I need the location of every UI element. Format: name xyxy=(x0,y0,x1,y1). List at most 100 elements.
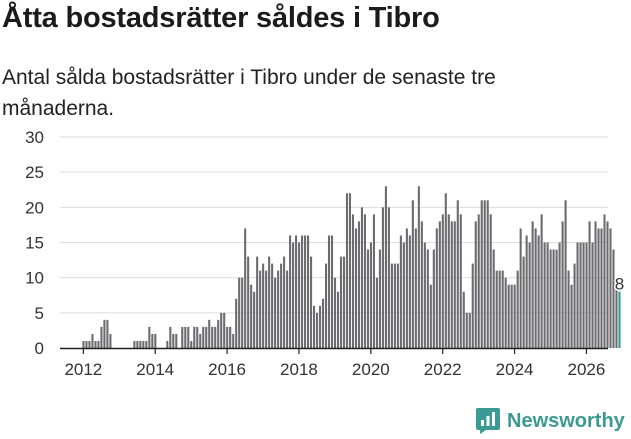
bar xyxy=(274,277,277,348)
bar xyxy=(307,235,310,348)
bar xyxy=(139,340,142,348)
bar xyxy=(187,326,190,348)
x-tick-label: 2022 xyxy=(424,360,462,379)
y-axis: 0 5 10 15 20 25 30 xyxy=(25,128,44,358)
bar xyxy=(247,256,250,348)
bar xyxy=(268,256,271,348)
bar xyxy=(615,277,618,348)
x-tick-label: 2024 xyxy=(496,360,534,379)
bar xyxy=(489,214,492,348)
newsworthy-logo-icon xyxy=(476,408,500,434)
bar xyxy=(519,228,522,348)
bar xyxy=(330,235,334,348)
bar xyxy=(516,270,519,348)
chart-title: Åtta bostadsrätter såldes i Tibro xyxy=(2,2,440,34)
bar xyxy=(420,221,423,348)
annotations: 8 xyxy=(613,273,625,295)
bar xyxy=(91,333,94,348)
bar xyxy=(360,207,363,348)
bar xyxy=(396,263,399,348)
bar xyxy=(609,228,612,348)
bar xyxy=(151,333,154,348)
bar xyxy=(103,319,106,348)
bar xyxy=(354,228,358,348)
bar xyxy=(402,242,405,348)
bar xyxy=(558,242,561,348)
bar xyxy=(133,340,136,348)
bar xyxy=(531,221,534,348)
bar xyxy=(477,214,480,348)
bar xyxy=(100,326,103,348)
bar xyxy=(166,340,169,348)
bar xyxy=(480,200,483,348)
bar xyxy=(537,235,540,348)
bar xyxy=(411,200,414,348)
bar xyxy=(271,263,274,348)
bar xyxy=(202,326,205,348)
y-tick-label: 25 xyxy=(25,163,44,182)
bar xyxy=(190,340,193,348)
bar xyxy=(292,242,295,348)
bar xyxy=(283,256,286,348)
bar xyxy=(483,200,486,348)
bar-latest xyxy=(618,291,621,348)
bar xyxy=(175,333,178,348)
bar xyxy=(136,340,139,348)
bar xyxy=(253,291,256,348)
bar xyxy=(468,312,471,348)
bar xyxy=(289,235,292,348)
bar xyxy=(220,312,223,348)
bar xyxy=(534,228,537,348)
bar xyxy=(315,312,319,348)
bar xyxy=(513,284,516,348)
bar xyxy=(438,221,441,348)
bar xyxy=(417,186,420,348)
bar xyxy=(181,326,184,348)
bar xyxy=(342,256,346,348)
bar xyxy=(250,284,253,348)
bar xyxy=(304,235,307,348)
bar xyxy=(226,326,229,348)
x-tick-label: 2016 xyxy=(208,360,246,379)
y-tick-label: 0 xyxy=(35,339,44,358)
bar xyxy=(369,242,372,348)
bar xyxy=(208,319,211,348)
bar xyxy=(333,277,337,348)
bar xyxy=(259,270,262,348)
bar xyxy=(525,235,528,348)
bar xyxy=(543,242,546,348)
bar xyxy=(462,291,465,348)
bar xyxy=(432,249,435,348)
bar xyxy=(498,270,501,348)
bar xyxy=(579,242,582,348)
bar xyxy=(606,221,609,348)
bar xyxy=(522,256,525,348)
bar xyxy=(199,333,202,348)
bar xyxy=(106,319,109,348)
bar xyxy=(453,221,456,348)
bar xyxy=(444,193,447,348)
bar xyxy=(265,270,268,348)
bar xyxy=(588,221,591,348)
bar xyxy=(600,228,603,348)
bar xyxy=(85,340,88,348)
bar xyxy=(372,214,375,348)
newsworthy-logo[interactable]: Newsworthy xyxy=(475,407,625,435)
bar xyxy=(109,333,112,348)
bar xyxy=(348,193,352,348)
bar xyxy=(262,263,265,348)
bar xyxy=(399,235,402,348)
bar xyxy=(528,242,531,348)
bar xyxy=(142,340,145,348)
bar xyxy=(510,284,513,348)
bar xyxy=(193,326,196,348)
bar xyxy=(450,221,453,348)
bar xyxy=(256,256,259,348)
bar xyxy=(295,235,298,348)
y-tick-label: 20 xyxy=(25,198,44,217)
bar xyxy=(97,340,100,348)
bar xyxy=(244,228,247,348)
bar xyxy=(549,249,552,348)
bar xyxy=(435,228,438,348)
bar xyxy=(351,214,355,348)
